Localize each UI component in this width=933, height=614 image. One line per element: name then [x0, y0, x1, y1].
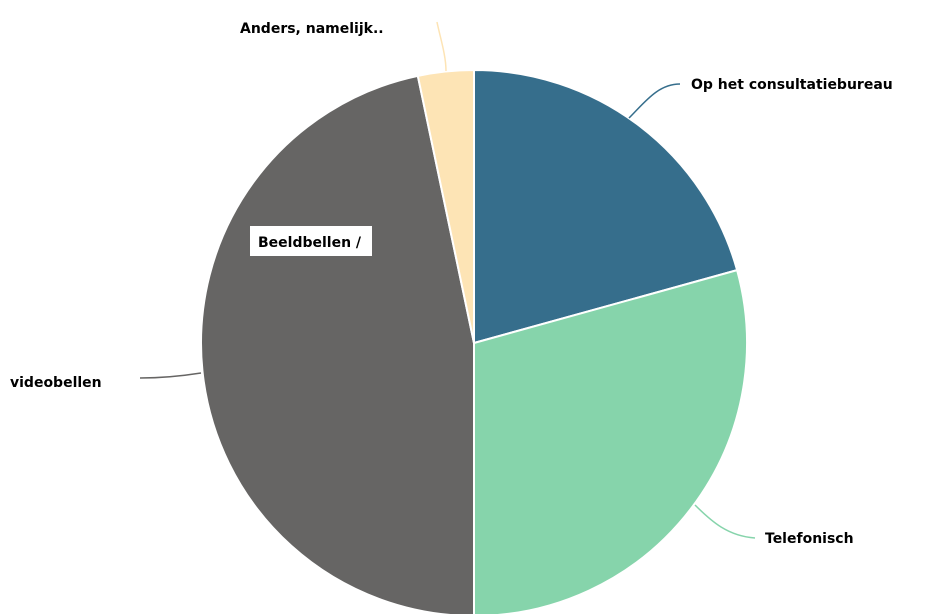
leader-line-videobellen — [139, 372, 202, 379]
label-anders: Anders, namelijk.. — [240, 21, 384, 37]
pie-slice-1 — [473, 69, 739, 344]
pie-slice-2 — [473, 269, 748, 614]
label-beeldbellen-background — [250, 226, 372, 256]
leader-lines — [139, 21, 756, 539]
slice-labels: Op het consultatiebureau Telefonisch Bee… — [10, 21, 893, 547]
label-videobellen: videobellen — [10, 375, 102, 391]
pie-slices — [200, 69, 748, 614]
leader-line-consultatiebureau — [628, 83, 681, 119]
label-telefonisch: Telefonisch — [765, 531, 854, 547]
leader-line-telefonisch — [694, 504, 756, 539]
pie-slice-4 — [416, 69, 475, 344]
leader-line-anders — [436, 21, 447, 72]
label-consultatiebureau: Op het consultatiebureau — [691, 77, 893, 93]
label-beeldbellen: Beeldbellen / — [258, 235, 362, 251]
pie-slice-3 — [200, 74, 475, 614]
